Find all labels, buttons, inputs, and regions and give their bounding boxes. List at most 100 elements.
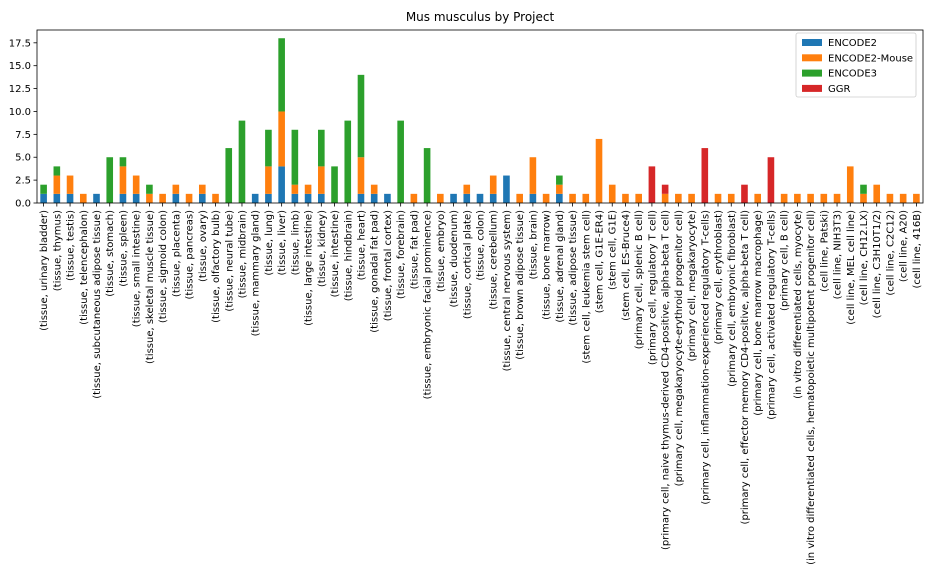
x-tick-label: (cell line, CH12.LX) bbox=[859, 210, 870, 306]
bar-encode3-15 bbox=[238, 120, 246, 203]
bar-ggr-55 bbox=[767, 157, 775, 203]
x-tick-label: (tissue, neural tube) bbox=[224, 210, 235, 312]
x-tick-label: (tissue, placenta) bbox=[171, 210, 182, 297]
y-tick-label: 10.0 bbox=[9, 107, 31, 118]
x-tick-label: (tissue, urinary bladder) bbox=[39, 210, 50, 331]
bar-encode3-39 bbox=[556, 175, 563, 185]
bar-encode2-mouse-20 bbox=[304, 184, 312, 194]
bar-encode2-mouse-43 bbox=[608, 184, 616, 203]
x-tick-label: (tissue, brown adipose tissue) bbox=[515, 210, 526, 360]
bar-encode2-mouse-36 bbox=[516, 193, 523, 203]
bar-encode2-mouse-1 bbox=[53, 175, 61, 194]
bar-encode2-1 bbox=[53, 193, 61, 203]
bar-encode2-mouse-61 bbox=[846, 166, 854, 203]
x-tick-label: (stem cell, leukemia stem cell) bbox=[581, 210, 592, 364]
bar-encode2-2 bbox=[66, 193, 74, 203]
bar-encode2-mouse-24 bbox=[357, 157, 365, 194]
bar-encode2-mouse-34 bbox=[489, 175, 497, 194]
x-tick-label: (primary cell, megakaryocyte) bbox=[687, 210, 698, 362]
bar-encode2-7 bbox=[132, 193, 140, 203]
bar-encode3-21 bbox=[318, 129, 325, 167]
legend: ENCODE2 ENCODE2-Mouse ENCODE3 GGR bbox=[795, 32, 917, 98]
legend-label: ENCODE3 bbox=[828, 69, 877, 80]
y-tick-label: 12.5 bbox=[9, 84, 31, 95]
x-tick-label: (cell line, C3H10T1/2) bbox=[872, 210, 883, 318]
bar-encode3-29 bbox=[423, 148, 431, 203]
x-tick-label: (tissue, colon) bbox=[476, 210, 487, 281]
x-tick-label: (tissue, telencephalon) bbox=[79, 210, 90, 325]
bar-encode3-1 bbox=[53, 166, 61, 176]
legend-swatch bbox=[802, 69, 822, 77]
x-tick-label: (tissue, cerebellum) bbox=[489, 210, 500, 310]
legend-label: ENCODE2-Mouse bbox=[828, 53, 913, 64]
bar-encode2-39 bbox=[556, 193, 563, 203]
bar-encode2-mouse-60 bbox=[833, 193, 841, 203]
bar-encode2-mouse-51 bbox=[714, 193, 722, 203]
x-tick-label: (tissue, olfactory bulb) bbox=[211, 210, 222, 323]
x-tick-label: (tissue, kidney) bbox=[317, 210, 328, 287]
x-tick-label: (tissue, central nervous system) bbox=[502, 210, 513, 371]
bar-encode2-12 bbox=[198, 193, 206, 203]
bar-encode2-mouse-37 bbox=[529, 157, 537, 194]
x-tick-label: (tissue, liver) bbox=[277, 210, 288, 276]
x-tick-label: (cell line, 416B) bbox=[912, 210, 923, 289]
bar-encode2-0 bbox=[40, 193, 47, 203]
bar-encode2-10 bbox=[172, 193, 180, 203]
bar-encode2-24 bbox=[357, 193, 365, 203]
bar-encode2-32 bbox=[463, 193, 471, 203]
legend-label: GGR bbox=[828, 84, 850, 95]
x-tick-label: (tissue, fat pad) bbox=[409, 210, 420, 289]
x-tick-label: (primary cell, naive thymus-derived CD4-… bbox=[661, 210, 672, 550]
bar-encode2-mouse-39 bbox=[556, 184, 563, 194]
x-tick-label: (in vitro differentiated cells, myocyte) bbox=[793, 210, 804, 399]
bar-ggr-46 bbox=[648, 166, 656, 203]
bar-encode2-mouse-64 bbox=[886, 193, 894, 203]
bar-encode2-6 bbox=[119, 193, 127, 203]
x-tick-label: (cell line, C2C12) bbox=[885, 210, 896, 296]
x-tick-label: (cell line, NIH3T3) bbox=[833, 210, 844, 299]
bar-encode2-mouse-56 bbox=[780, 193, 788, 203]
x-axis: (tissue, urinary bladder) (tissue, thymus… bbox=[39, 203, 923, 565]
bar-encode3-18 bbox=[278, 38, 285, 112]
bar-encode2-34 bbox=[489, 193, 497, 203]
bar-encode2-mouse-18 bbox=[278, 111, 285, 167]
bar-encode2-20 bbox=[304, 193, 312, 203]
bar-encode3-24 bbox=[357, 74, 365, 158]
bar-encode2-18 bbox=[278, 166, 285, 203]
x-tick-label: (stem cell, G1E-ER4) bbox=[595, 210, 606, 313]
x-tick-label: (tissue, large intestine) bbox=[304, 210, 315, 326]
x-tick-label: (tissue, frontal cortex) bbox=[383, 210, 394, 321]
bar-encode2-mouse-58 bbox=[807, 193, 814, 203]
bar-encode2-mouse-8 bbox=[146, 193, 153, 203]
y-tick-label: 7.5 bbox=[15, 130, 31, 141]
bar-encode2-mouse-19 bbox=[291, 184, 299, 194]
bar-encode2-mouse-62 bbox=[860, 193, 867, 203]
x-tick-label: (primary cell, erythroblast) bbox=[714, 210, 725, 345]
x-tick-label: (tissue, sigmoid colon) bbox=[158, 210, 169, 323]
chart-title: Mus musculus by Project bbox=[406, 10, 555, 24]
bar-encode2-mouse-48 bbox=[675, 193, 682, 203]
x-tick-label: (primary cell, B cell) bbox=[780, 210, 791, 311]
x-tick-label: (tissue, duodenum) bbox=[449, 210, 460, 308]
legend-swatch bbox=[802, 39, 822, 46]
legend-swatch bbox=[802, 54, 822, 62]
bar-encode2-26 bbox=[384, 193, 391, 203]
bar-encode2-21 bbox=[318, 193, 325, 203]
x-tick-label: (tissue, midbrain) bbox=[237, 210, 248, 298]
bar-ggr-47 bbox=[661, 184, 669, 194]
x-tick-label: (tissue, hindbrain) bbox=[343, 210, 354, 301]
bar-encode3-6 bbox=[119, 157, 127, 167]
bar-encode3-27 bbox=[397, 120, 404, 203]
bar-encode3-22 bbox=[331, 166, 338, 203]
bar-encode2-mouse-17 bbox=[265, 166, 272, 194]
bar-encode2-mouse-7 bbox=[132, 175, 140, 194]
bar-encode2-mouse-44 bbox=[622, 193, 629, 203]
bar-encode3-19 bbox=[291, 129, 299, 185]
legend-label: ENCODE2 bbox=[828, 38, 877, 49]
x-tick-label: (tissue, skeletal muscle tissue) bbox=[145, 210, 156, 364]
bar-encode2-37 bbox=[529, 193, 537, 203]
bar-ggr-53 bbox=[741, 184, 748, 203]
bar-encode3-5 bbox=[106, 157, 114, 203]
bar-encode2-33 bbox=[476, 193, 484, 203]
